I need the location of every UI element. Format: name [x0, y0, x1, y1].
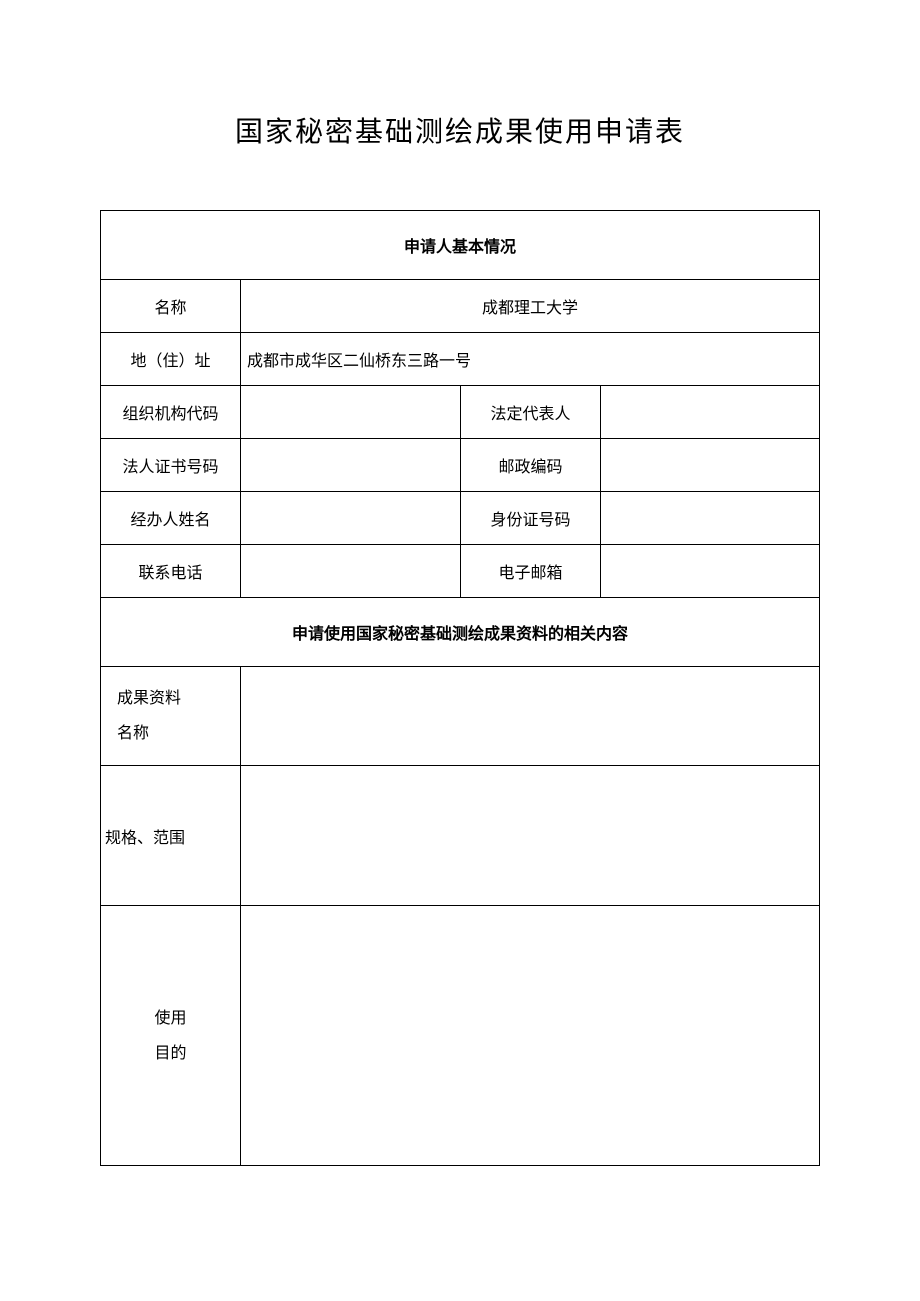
legalrep-value — [601, 386, 820, 439]
material-name-row: 成果资料 名称 — [101, 667, 820, 766]
contact-row: 联系电话 电子邮箱 — [101, 545, 820, 598]
name-value: 成都理工大学 — [241, 280, 820, 333]
phone-value — [241, 545, 461, 598]
email-label: 电子邮箱 — [461, 545, 601, 598]
idnum-label: 身份证号码 — [461, 492, 601, 545]
orgcode-label: 组织机构代码 — [101, 386, 241, 439]
spec-range-row: 规格、范围 — [101, 766, 820, 906]
address-value: 成都市成华区二仙桥东三路一号 — [241, 333, 820, 386]
content-section-header: 申请使用国家秘密基础测绘成果资料的相关内容 — [101, 598, 820, 667]
handler-row: 经办人姓名 身份证号码 — [101, 492, 820, 545]
cert-row: 法人证书号码 邮政编码 — [101, 439, 820, 492]
orgcode-row: 组织机构代码 法定代表人 — [101, 386, 820, 439]
cert-value — [241, 439, 461, 492]
section-header-row: 申请人基本情况 — [101, 211, 820, 280]
phone-label: 联系电话 — [101, 545, 241, 598]
material-name-label-line2: 名称 — [117, 725, 149, 742]
spec-range-value — [241, 766, 820, 906]
legalrep-label: 法定代表人 — [461, 386, 601, 439]
section2-header-row: 申请使用国家秘密基础测绘成果资料的相关内容 — [101, 598, 820, 667]
address-label: 地（住）址 — [101, 333, 241, 386]
purpose-row: 使用 目的 — [101, 906, 820, 1166]
material-name-label-line1: 成果资料 — [117, 690, 181, 707]
postal-label: 邮政编码 — [461, 439, 601, 492]
cert-label: 法人证书号码 — [101, 439, 241, 492]
purpose-label: 使用 目的 — [101, 906, 241, 1166]
purpose-value — [241, 906, 820, 1166]
handler-value — [241, 492, 461, 545]
email-value — [601, 545, 820, 598]
applicant-section-header: 申请人基本情况 — [101, 211, 820, 280]
purpose-label-line1: 使用 — [154, 1010, 186, 1027]
address-row: 地（住）址 成都市成华区二仙桥东三路一号 — [101, 333, 820, 386]
name-label: 名称 — [101, 280, 241, 333]
material-name-label: 成果资料 名称 — [101, 667, 241, 766]
name-row: 名称 成都理工大学 — [101, 280, 820, 333]
material-name-value — [241, 667, 820, 766]
handler-label: 经办人姓名 — [101, 492, 241, 545]
purpose-label-line2: 目的 — [154, 1045, 186, 1062]
postal-value — [601, 439, 820, 492]
form-title: 国家秘密基础测绘成果使用申请表 — [100, 110, 820, 150]
spec-range-label: 规格、范围 — [101, 766, 241, 906]
application-form-table: 申请人基本情况 名称 成都理工大学 地（住）址 成都市成华区二仙桥东三路一号 组… — [100, 210, 820, 1166]
idnum-value — [601, 492, 820, 545]
orgcode-value — [241, 386, 461, 439]
